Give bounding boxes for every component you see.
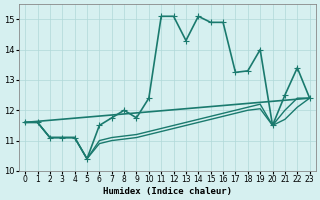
X-axis label: Humidex (Indice chaleur): Humidex (Indice chaleur) bbox=[103, 187, 232, 196]
